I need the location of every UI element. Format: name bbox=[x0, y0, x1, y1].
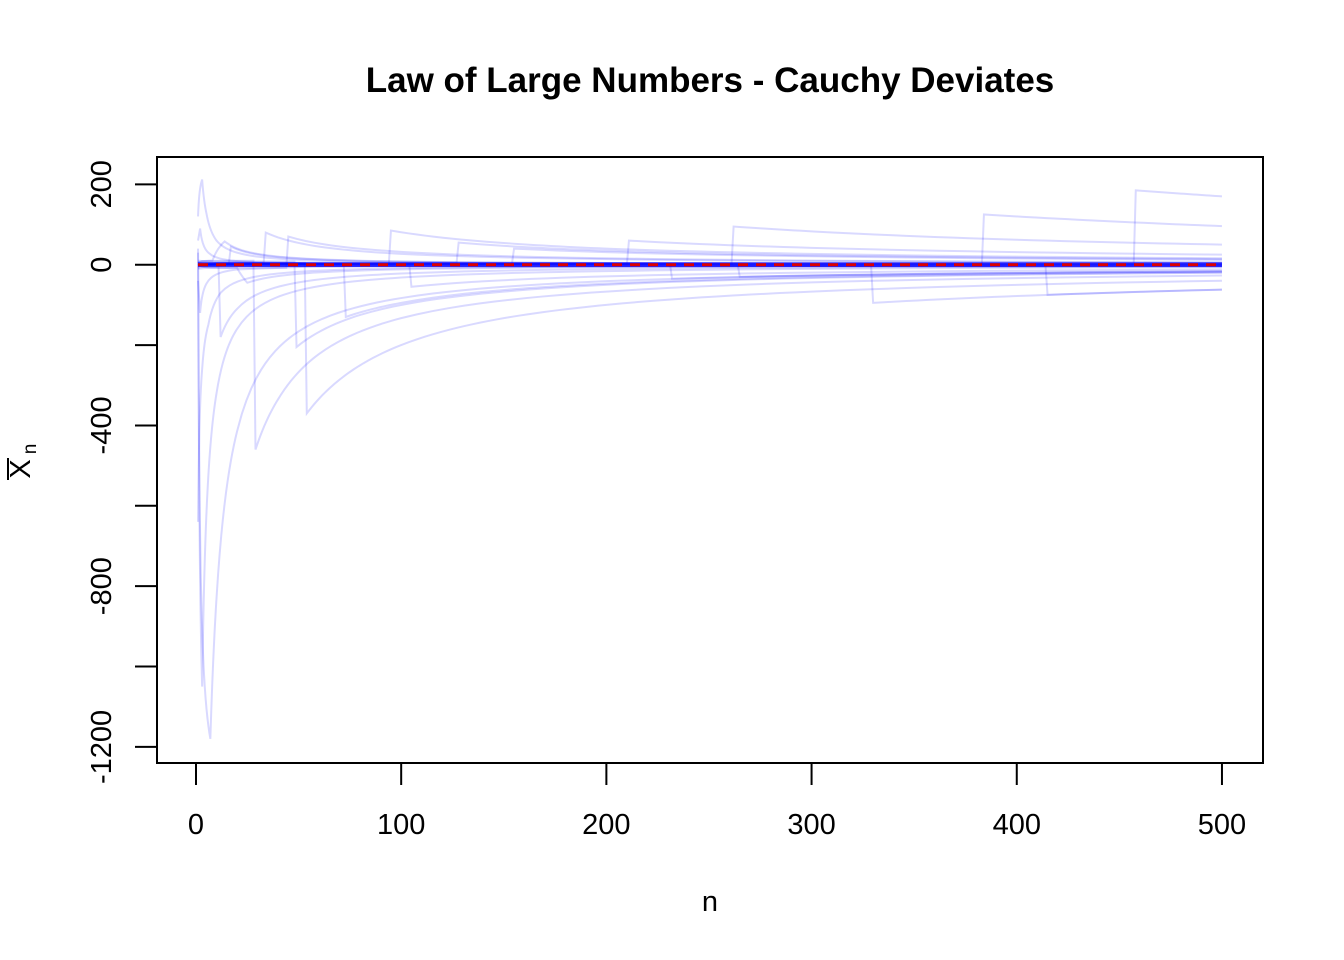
chart-title: Law of Large Numbers - Cauchy Deviates bbox=[366, 61, 1055, 100]
x-axis: 0 100 200 300 400 500 bbox=[188, 762, 1246, 841]
x-tick-label: 300 bbox=[787, 809, 835, 841]
x-tick-label: 100 bbox=[377, 809, 425, 841]
series-line-5 bbox=[197, 259, 1222, 450]
series-line-2 bbox=[197, 252, 1222, 687]
series-line-4 bbox=[197, 179, 1222, 266]
series-line-7 bbox=[197, 259, 1222, 350]
y-tick-label: 200 bbox=[86, 160, 118, 208]
y-axis-label: X bbox=[5, 459, 37, 478]
x-tick-label: 200 bbox=[582, 809, 630, 841]
y-axis: -1200 -800 -400 0 200 bbox=[86, 160, 158, 784]
series-line-1 bbox=[197, 264, 1222, 522]
y-tick-label: -1200 bbox=[86, 710, 118, 784]
y-axis-label-group: X n bbox=[5, 444, 41, 480]
x-axis-label: n bbox=[702, 886, 718, 918]
series-line-3 bbox=[197, 248, 1222, 740]
y-tick-label: 0 bbox=[86, 257, 118, 273]
series-line-14 bbox=[197, 235, 1222, 270]
x-tick-label: 500 bbox=[1198, 809, 1246, 841]
y-tick-label: -800 bbox=[86, 557, 118, 615]
y-tick-label: -400 bbox=[86, 396, 118, 454]
series-layer bbox=[197, 179, 1223, 740]
series-line-6 bbox=[197, 261, 1222, 417]
y-axis-label-subscript: n bbox=[20, 444, 41, 455]
x-tick-label: 400 bbox=[993, 809, 1041, 841]
x-tick-label: 0 bbox=[188, 809, 204, 841]
